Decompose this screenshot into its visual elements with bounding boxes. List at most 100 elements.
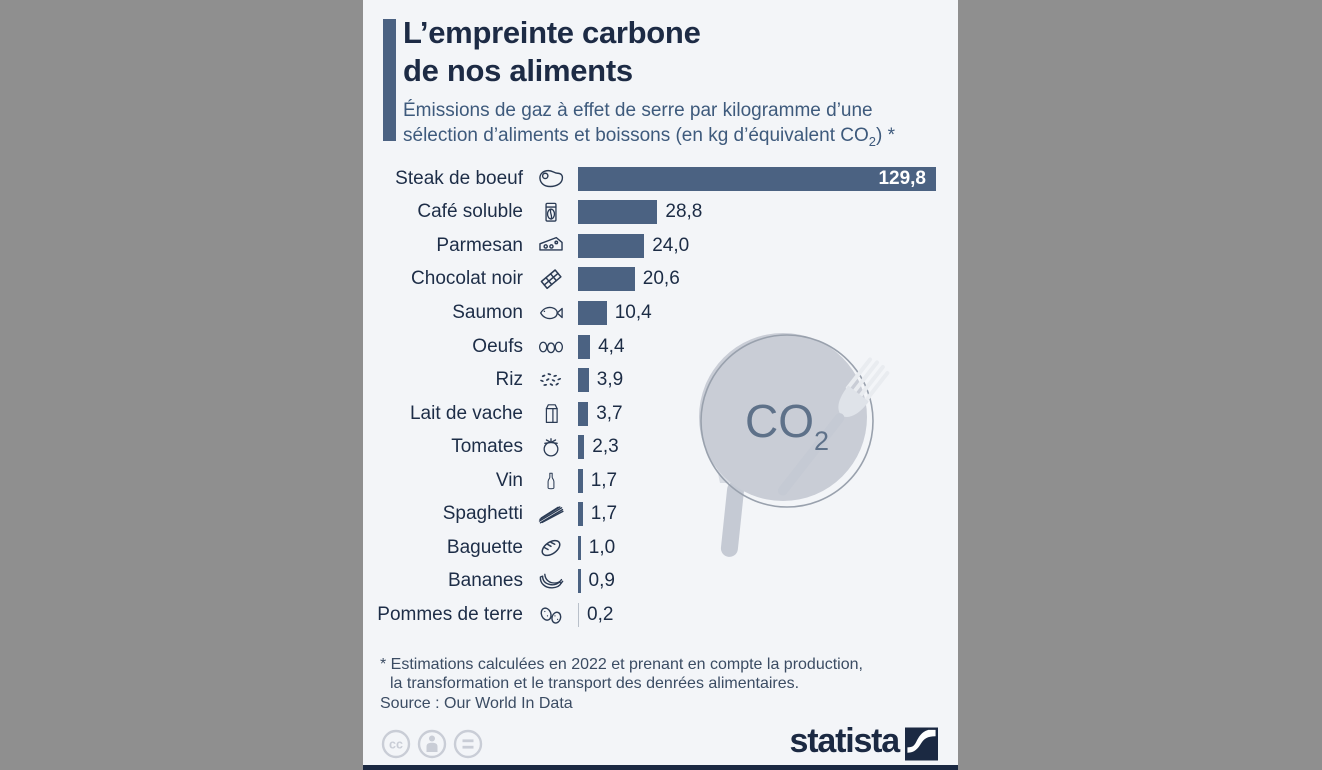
category-label: Riz — [495, 369, 523, 391]
bar — [578, 569, 581, 594]
bar-track: 3,7 — [578, 401, 958, 426]
bar-track: 10,4 — [578, 300, 958, 325]
bar-track: 2,3 — [578, 435, 958, 460]
chart-row: Parmesan 24,0 — [363, 229, 958, 263]
statista-logo-icon — [905, 727, 938, 761]
bar — [578, 300, 607, 325]
bar-track: 28,8 — [578, 200, 958, 225]
category-label: Oeufs — [472, 335, 523, 357]
bar — [578, 334, 591, 359]
bar-track: 1,0 — [578, 535, 958, 560]
bar — [578, 200, 658, 225]
category-label: Chocolat noir — [411, 268, 523, 290]
title-line-2: de nos aliments — [403, 53, 633, 88]
nd-icon — [453, 729, 483, 759]
cc-icon: cc — [381, 729, 411, 759]
chart-row: Café soluble 28,8 — [363, 196, 958, 230]
bar — [578, 535, 581, 560]
license-icons: cc — [381, 729, 483, 759]
chart-row: Baguette 1,0 — [363, 531, 958, 565]
bar-track: 3,9 — [578, 368, 958, 393]
bar-value: 1,0 — [588, 536, 616, 558]
spaghetti-icon — [523, 499, 578, 529]
fish-icon — [523, 299, 578, 327]
bar-track: 129,8 — [578, 166, 958, 191]
chart-row: Saumon 10,4 — [363, 296, 958, 330]
plate-co2-illustration: CO2 — [699, 333, 890, 557]
chart-row: Spaghetti 1,7 — [363, 497, 958, 531]
category-label: Spaghetti — [442, 503, 523, 525]
bananas-icon — [523, 566, 578, 596]
footnote-line-1: * Estimations calculées en 2022 et prena… — [380, 656, 863, 673]
category-label: Saumon — [452, 301, 523, 323]
bar-value: 28,8 — [665, 201, 703, 223]
bar-value: 3,9 — [596, 369, 624, 391]
potatoes-icon — [523, 600, 578, 630]
eggs-icon — [523, 333, 578, 361]
chart-row: Bananes 0,9 — [363, 565, 958, 599]
milk-carton-icon — [523, 398, 578, 430]
fork-icon — [777, 357, 890, 496]
statista-wordmark: statista — [789, 722, 901, 760]
chart: Steak de boeuf 129,8 Café soluble 28,8 Parme… — [363, 162, 958, 632]
bar — [578, 233, 645, 258]
category-label: Café soluble — [417, 201, 523, 223]
bar — [578, 602, 579, 627]
bar-value: 0,2 — [587, 603, 614, 625]
baguette-icon — [523, 532, 578, 564]
chart-row: Tomates 2,3 — [363, 430, 958, 464]
subtitle-line-1: Émissions de gaz à effet de serre par ki… — [403, 100, 873, 121]
bar — [578, 468, 583, 493]
bar-track: 4,4 — [578, 334, 958, 359]
chart-row: Steak de boeuf 129,8 — [363, 162, 958, 196]
footnote: * Estimations calculées en 2022 et prena… — [380, 655, 863, 693]
bar — [578, 267, 635, 292]
svg-text:cc: cc — [389, 738, 403, 752]
category-label: Vin — [495, 469, 523, 491]
chocolate-icon — [523, 263, 578, 295]
bar-track: 24,0 — [578, 233, 958, 258]
chart-row: Pommes de terre 0,2 — [363, 598, 958, 632]
footnote-line-2: la transformation et le transport des de… — [390, 675, 800, 692]
source-line: Source : Our World In Data — [380, 695, 573, 712]
title-line-1: L’empreinte carbone — [403, 15, 701, 50]
chart-row: Lait de vache 3,7 — [363, 397, 958, 431]
bar-value: 129,8 — [878, 167, 926, 189]
wine-bottle-icon — [523, 465, 578, 497]
infographic-card: L’empreinte carbone de nos aliments Émis… — [363, 0, 958, 770]
bar-track: 0,2 — [578, 602, 958, 627]
category-label: Parmesan — [436, 234, 523, 256]
category-label: Pommes de terre — [377, 603, 523, 625]
bar-value: 4,4 — [598, 335, 625, 357]
category-label: Steak de boeuf — [395, 167, 523, 189]
page-title: L’empreinte carbone de nos aliments — [403, 14, 701, 90]
co2-label: CO2 — [745, 395, 829, 456]
plate-outline-circle — [700, 334, 874, 508]
chart-row: Chocolat noir 20,6 — [363, 263, 958, 297]
chart-row: Oeufs 4,4 — [363, 330, 958, 364]
plate-circle — [699, 333, 867, 501]
page-subtitle: Émissions de gaz à effet de serre par ki… — [403, 99, 895, 154]
attribution-icon — [417, 729, 447, 759]
coffee-jar-icon — [523, 196, 578, 228]
bar-value: 2,3 — [592, 436, 619, 458]
co2-subscript: 2 — [868, 133, 876, 149]
rice-icon — [523, 366, 578, 394]
bar-value: 3,7 — [596, 402, 623, 424]
bar-value: 1,7 — [590, 469, 618, 491]
bar-value: 0,9 — [588, 570, 615, 592]
bar — [578, 368, 589, 393]
bar — [578, 502, 583, 527]
cheese-icon — [523, 231, 578, 261]
title-accent-bar — [383, 19, 396, 141]
bar-value: 10,4 — [614, 301, 652, 323]
bar — [578, 435, 585, 460]
chart-row: Riz 3,9 — [363, 363, 958, 397]
bar: 129,8 — [578, 166, 936, 191]
category-label: Baguette — [446, 536, 523, 558]
category-label: Bananes — [447, 570, 523, 592]
bottom-strip — [363, 765, 958, 770]
chart-row: Vin 1,7 — [363, 464, 958, 498]
bar-track: 0,9 — [578, 569, 958, 594]
